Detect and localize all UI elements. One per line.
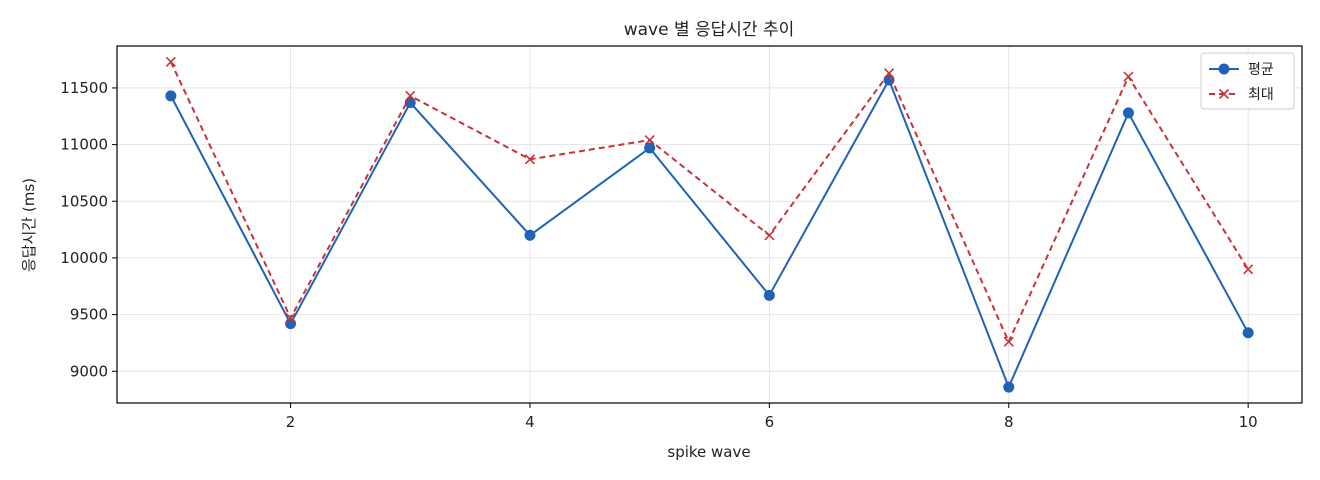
data-point-average: [165, 90, 177, 102]
x-axis-title: spike wave: [667, 443, 750, 461]
data-point-max: [1123, 71, 1134, 82]
legend-label: 최대: [1248, 87, 1274, 103]
legend-marker: [1218, 88, 1230, 100]
y-tick-label: 11000: [60, 136, 108, 154]
data-point-max: [644, 135, 655, 146]
data-point-average: [644, 142, 656, 154]
x-axis: 2 4 6 8 10: [286, 403, 1258, 431]
chart-title: wave 별 응답시간 추이: [624, 20, 795, 40]
y-tick-label: 9000: [70, 362, 108, 380]
legend-item-max: 최대: [1209, 87, 1274, 103]
data-point-average: [524, 229, 536, 241]
data-point-max: [285, 312, 296, 324]
y-tick-label: 9500: [70, 306, 108, 324]
y-tick-label: 10000: [60, 249, 108, 267]
y-tick-label: 11500: [60, 79, 108, 97]
data-point-average: [763, 289, 775, 301]
series-line-average: [170, 79, 1249, 389]
legend-label: 평균: [1248, 62, 1274, 78]
series-group: [165, 56, 1254, 393]
x-tick-label: 10: [1239, 413, 1258, 431]
data-point-max: [524, 154, 536, 165]
data-point-average: [285, 318, 297, 330]
data-point-max: [764, 230, 775, 241]
series-max: [165, 56, 1254, 347]
x-tick-label: 8: [1004, 413, 1014, 431]
grid: [117, 46, 1302, 403]
x-tick-label: 2: [286, 413, 296, 431]
data-point-max: [1243, 264, 1254, 275]
data-point-max: [1003, 336, 1014, 347]
plot-frame: [116, 45, 1303, 404]
series-line-max: [169, 61, 1249, 343]
y-axis-title: 응답시간 (ms): [20, 178, 38, 272]
legend-item-average: 평균: [1209, 62, 1274, 78]
y-axis: 9000 9500 10000 10500 11000 11500: [60, 79, 117, 380]
x-tick-label: 4: [525, 413, 535, 431]
data-point-average: [1003, 381, 1015, 393]
data-point-max: [883, 68, 895, 79]
data-point-max: [165, 56, 176, 67]
data-point-average: [1122, 107, 1134, 119]
x-tick-label: 6: [765, 413, 775, 431]
data-point-average: [1242, 327, 1254, 339]
data-point-max: [405, 90, 416, 101]
legend-marker: [1218, 63, 1230, 75]
y-tick-label: 10500: [60, 192, 108, 210]
